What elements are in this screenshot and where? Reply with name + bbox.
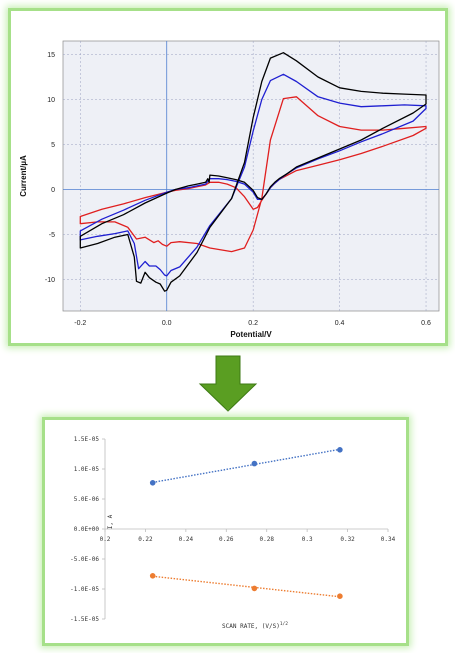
sr-y-tick-label: 5.0E-06 [74, 496, 100, 503]
cv-chart-frame: -0.2 0.0 0.2 0.4 0.6 -10 -5 0 5 10 15 Potential/V… [8, 8, 448, 346]
sr-x-tick-label: 0.26 [219, 536, 234, 543]
cv-series-group [79, 52, 427, 292]
cv-y-tick-label: 15 [47, 52, 55, 59]
cv-x-tick-label: 0.4 [335, 320, 345, 327]
sr-x-tick-label: 0.32 [340, 536, 355, 543]
down-arrow-icon [198, 355, 258, 412]
sr-x-tick-label: 0.22 [138, 536, 153, 543]
sr-x-tick-label: 0.28 [259, 536, 274, 543]
sr-data-point [149, 480, 156, 486]
sr-x-tick-labels: 0.2 0.22 0.24 0.26 0.28 0.3 0.32 0.34 [100, 536, 396, 543]
cv-y-tick-label: 0 [51, 187, 55, 194]
sr-x-axis-title-main: SCAN RATE, (V/S) [222, 623, 280, 630]
sr-x-tick-label: 0.2 [100, 536, 111, 543]
sr-x-tick-label: 0.34 [381, 536, 396, 543]
sr-points [149, 447, 343, 599]
cv-series-line [79, 52, 427, 292]
cv-x-tick-label: 0.6 [421, 320, 431, 327]
sr-x-axis-title: SCAN RATE, (V/S)1/2 [222, 621, 288, 630]
cv-x-tick-label: 0.2 [248, 320, 258, 327]
sr-data-point [251, 585, 258, 592]
cv-gridlines [63, 41, 439, 311]
sr-y-axis-title: I, A [107, 514, 114, 529]
sr-x-axis-title-sup: 1/2 [280, 621, 288, 627]
cv-x-tick-label: 0.0 [162, 320, 172, 327]
sr-data-point [251, 460, 258, 467]
cv-series-line [79, 96, 427, 253]
sr-trendlines [152, 448, 341, 598]
sr-data-point [149, 573, 156, 579]
cv-series-line [79, 73, 427, 277]
sr-data-point [337, 593, 343, 599]
cv-y-tick-label: -10 [45, 277, 55, 284]
sr-axis-lines [102, 438, 389, 620]
scan-rate-chart: 0.2 0.22 0.24 0.26 0.28 0.3 0.32 0.34 1.5E-051.… [70, 436, 396, 630]
sr-y-tick-label: -1.0E-05 [70, 586, 99, 593]
sr-x-tick-label: 0.24 [179, 536, 194, 543]
cv-y-tick-label: 5 [51, 142, 55, 149]
sr-trendline [152, 575, 340, 598]
sr-y-tick-labels: 1.5E-05 1.0E-05 5.0E-06 0.0E+00 -5.0E-06 -1.0… [70, 436, 99, 623]
cv-x-tick-label: -0.2 [74, 320, 86, 327]
sr-y-tick-label: 1.5E-05 [74, 436, 100, 443]
cv-x-axis-title: Potential/V [230, 330, 272, 339]
sr-y-tick-label: -5.0E-06 [70, 556, 99, 563]
scan-rate-chart-frame: 0.2 0.22 0.24 0.26 0.28 0.3 0.32 0.34 1.5E-05 1.… [42, 417, 409, 646]
sr-y-tick-label: 0.0E+00 [74, 526, 100, 533]
sr-trendline [152, 448, 341, 484]
cv-y-tick-labels: -10 -5 0 5 10 15 [45, 52, 55, 284]
sr-x-tick-label: 0.3 [302, 536, 313, 543]
cv-chart: -0.2 0.0 0.2 0.4 0.6 -10 -5 0 5 10 15 Potential/V… [19, 40, 440, 339]
sr-data-point [337, 447, 343, 453]
cv-x-tick-labels: -0.2 0.0 0.2 0.4 0.6 [74, 320, 431, 327]
sr-y-tick-label: 1.0E-05 [74, 466, 100, 473]
cv-y-axis-title: Current/µA [19, 155, 28, 197]
sr-y-tick-label: -1.5E-05 [70, 616, 99, 623]
cv-y-tick-label: -5 [49, 232, 55, 239]
cv-y-tick-label: 10 [47, 97, 55, 104]
cv-plot-area [62, 40, 440, 312]
